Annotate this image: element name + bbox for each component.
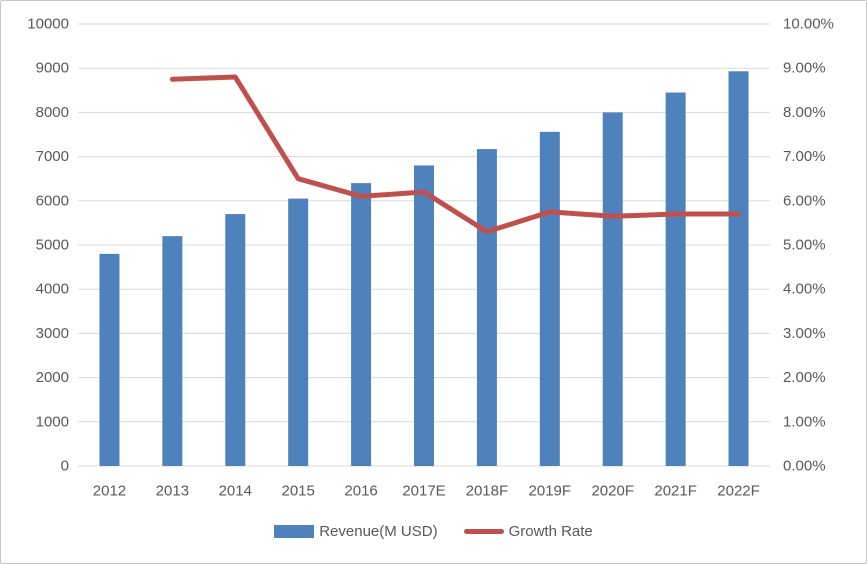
x-axis-category-label: 2016 [344, 483, 377, 500]
left-axis-tick-label: 6000 [36, 192, 69, 209]
chart-legend: Revenue(M USD) Growth Rate [1, 517, 866, 545]
revenue-bar-2014 [225, 214, 246, 466]
left-axis-tick-label: 3000 [36, 325, 69, 342]
legend-label-revenue: Revenue(M USD) [319, 522, 438, 540]
revenue-bar-2018F [476, 149, 497, 466]
x-axis-category-label: 2020F [591, 483, 634, 500]
revenue-bar-2019F [539, 131, 560, 466]
left-axis-tick-label: 5000 [36, 237, 69, 254]
revenue-bar-2012 [99, 253, 120, 466]
x-axis-category-label: 2021F [654, 483, 697, 500]
left-axis-tick-label: 0 [61, 458, 69, 475]
right-axis-tick-label: 10.00% [783, 16, 834, 33]
x-axis-category-label: 2015 [281, 483, 314, 500]
right-axis-tick-label: 1.00% [783, 413, 826, 430]
right-axis-tick-label: 2.00% [783, 369, 826, 386]
x-axis-category-label: 2017E [402, 483, 445, 500]
revenue-bar-2022F [728, 71, 749, 466]
revenue-bar-2020F [602, 112, 623, 467]
right-axis-tick-label: 0.00% [783, 458, 826, 475]
growth-rate-line-swatch [463, 528, 504, 534]
right-axis-tick-label: 8.00% [783, 104, 826, 121]
left-axis-tick-label: 10000 [27, 16, 69, 33]
right-axis-tick-label: 9.00% [783, 60, 826, 77]
right-axis-tick-label: 3.00% [783, 325, 826, 342]
x-axis-category-label: 2013 [156, 483, 189, 500]
growth-rate-line [169, 74, 742, 235]
x-axis-category-label: 2014 [219, 483, 252, 500]
left-axis-tick-label: 4000 [36, 281, 69, 298]
legend-item-growth-rate: Growth Rate [463, 522, 593, 540]
right-axis-tick-label: 6.00% [783, 192, 826, 209]
left-axis-tick-label: 2000 [36, 369, 69, 386]
left-axis-tick-label: 9000 [36, 60, 69, 77]
revenue-bar-swatch [274, 524, 315, 538]
x-axis-category-label: 2019F [529, 483, 572, 500]
revenue-bar-2016 [351, 183, 372, 466]
left-axis-tick-label: 7000 [36, 148, 69, 165]
x-axis-category-label: 2018F [466, 483, 509, 500]
revenue-bar-2017E [414, 165, 434, 466]
left-axis-tick-label: 1000 [36, 413, 69, 430]
left-axis-tick-label: 8000 [36, 104, 69, 121]
legend-item-revenue: Revenue(M USD) [274, 522, 438, 540]
revenue-bar-2015 [288, 198, 309, 466]
right-axis-tick-label: 7.00% [783, 148, 826, 165]
x-axis-category-label: 2012 [93, 483, 126, 500]
right-axis-tick-label: 4.00% [783, 281, 826, 298]
revenue-bar-2013 [162, 236, 183, 466]
x-axis-category-label: 2022F [717, 483, 760, 500]
right-axis-tick-label: 5.00% [783, 237, 826, 254]
legend-label-growth-rate: Growth Rate [508, 522, 593, 540]
revenue-bar-2021F [665, 92, 686, 466]
revenue-growth-combo-chart: 0 0.00% 1000 1.00% 2000 2.00% 3000 3.00% 4000 4.0… [27, 16, 834, 500]
